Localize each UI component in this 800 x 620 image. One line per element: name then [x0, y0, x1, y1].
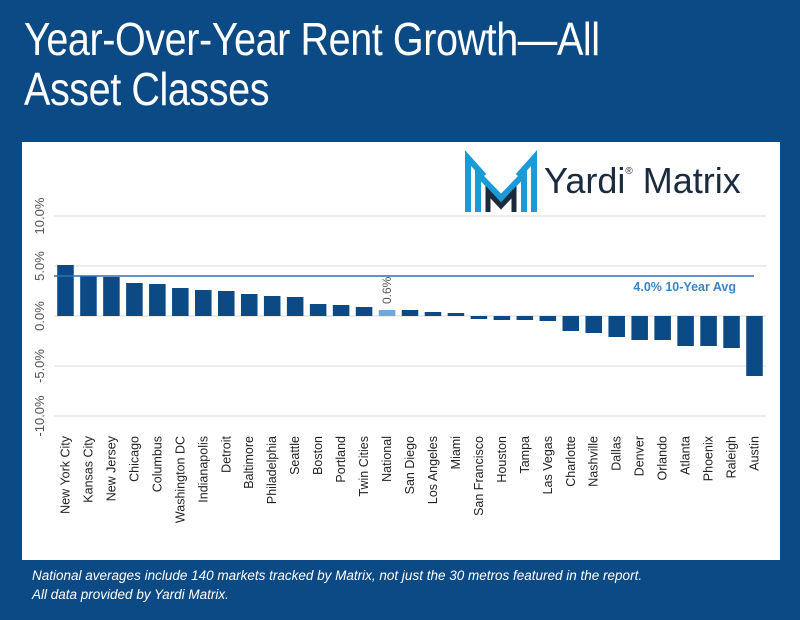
- bar-phoenix: [700, 316, 717, 346]
- bar-dallas: [608, 316, 625, 337]
- chart-panel: Yardi® Matrix 10.0% 5.0% 0.0% -5.0% -10.0% Ne…: [22, 142, 780, 560]
- y-tick-label: -10.0%: [32, 395, 47, 437]
- x-tick-label: Miami: [449, 436, 463, 469]
- bar-detroit: [217, 291, 235, 316]
- y-tick-label: 0.0%: [32, 301, 47, 331]
- x-tick-label: Twin Cities: [357, 436, 371, 496]
- footnote: National averages include 140 markets tr…: [32, 566, 782, 604]
- x-tick-label: Austin: [748, 436, 762, 471]
- bar-kansas-city: [80, 276, 97, 316]
- x-tick-label: Houston: [495, 436, 509, 483]
- x-tick-label: New Jersey: [104, 435, 118, 501]
- bar-chicago: [126, 283, 143, 316]
- x-tick-label: Charlotte: [564, 436, 578, 487]
- x-tick-label: Indianapolis: [196, 436, 210, 503]
- x-tick-label: Columbus: [150, 436, 164, 492]
- x-tick-label: San Francisco: [472, 436, 486, 516]
- bar-los-angeles: [424, 312, 442, 316]
- bar-denver: [631, 316, 648, 340]
- x-tick-label: Tampa: [518, 436, 532, 474]
- logo-wordmark: Yardi® Matrix: [544, 160, 741, 202]
- page-title: Year-Over-Year Rent Growth—All Asset Cla…: [24, 13, 600, 115]
- bar-atlanta: [677, 316, 694, 346]
- bar-tampa: [516, 316, 534, 320]
- x-tick-label: Seattle: [288, 436, 302, 475]
- x-tick-label: Chicago: [127, 436, 141, 482]
- x-tick-label: Raleigh: [725, 436, 739, 478]
- bar-columbus: [149, 284, 166, 316]
- x-tick-label: Orlando: [656, 436, 670, 481]
- logo-word-matrix: Matrix: [642, 160, 741, 201]
- x-tick-label: Baltimore: [242, 436, 256, 489]
- x-tick-label: Kansas City: [81, 435, 95, 502]
- bar-boston: [309, 304, 327, 316]
- bar-orlando: [654, 316, 671, 340]
- x-tick-label: New York City: [58, 435, 72, 514]
- logo-word-yardi: Yardi: [544, 160, 626, 201]
- x-tick-label: Philadelphia: [265, 436, 279, 504]
- footnote-line-1: National averages include 140 markets tr…: [32, 568, 643, 583]
- bar-charlotte: [562, 316, 580, 331]
- yardi-matrix-logo-mark-icon: [465, 150, 537, 212]
- y-tick-label: 5.0%: [32, 251, 47, 281]
- bar-las-vegas: [539, 316, 557, 321]
- x-tick-label: Las Vegas: [541, 436, 555, 494]
- bar-miami: [447, 313, 465, 316]
- bar-portland: [332, 305, 350, 316]
- y-tick-label: 10.0%: [32, 197, 47, 234]
- bar-raleigh: [723, 316, 740, 348]
- x-tick-label: Atlanta: [679, 436, 693, 475]
- yardi-matrix-logo: Yardi® Matrix: [462, 148, 782, 218]
- footnote-line-2: All data provided by Yardi Matrix.: [32, 587, 229, 602]
- ten-year-avg-label: 4.0% 10-Year Avg: [633, 280, 736, 294]
- bar-houston: [493, 316, 511, 320]
- bar-nashville: [585, 316, 603, 333]
- bar-philadelphia: [263, 296, 281, 316]
- x-tick-label: Boston: [311, 436, 325, 475]
- bar-baltimore: [240, 294, 258, 316]
- bar-austin: [746, 316, 763, 376]
- x-tick-label: Dallas: [610, 436, 624, 471]
- x-tick-label: Los Angeles: [426, 436, 440, 504]
- registered-mark: ®: [625, 166, 633, 177]
- bar-san-diego: [401, 310, 419, 316]
- bar-new-jersey: [103, 277, 120, 316]
- x-tick-label: National: [380, 436, 394, 482]
- y-tick-label: -5.0%: [32, 349, 47, 383]
- national-data-label: 0.6%: [380, 276, 394, 304]
- x-tick-label: Phoenix: [702, 435, 716, 481]
- bar-twin-cities: [355, 307, 373, 316]
- x-tick-label: Detroit: [219, 435, 233, 472]
- bar-san-francisco: [470, 316, 488, 319]
- rent-growth-bar-chart: 10.0% 5.0% 0.0% -5.0% -10.0% New York City Kan…: [32, 197, 766, 523]
- x-tick-label: Portland: [334, 436, 348, 483]
- x-tick-label: Washington DC: [173, 436, 187, 523]
- x-tick-label: Nashville: [587, 436, 601, 487]
- bar-seattle: [286, 297, 304, 316]
- bar-indianapolis: [195, 290, 212, 316]
- bar-washington-dc: [172, 288, 189, 316]
- bar-new-york-city: [57, 265, 74, 316]
- x-tick-label: Denver: [633, 436, 647, 476]
- x-tick-label: San Diego: [403, 436, 417, 494]
- bar-national: [378, 310, 396, 316]
